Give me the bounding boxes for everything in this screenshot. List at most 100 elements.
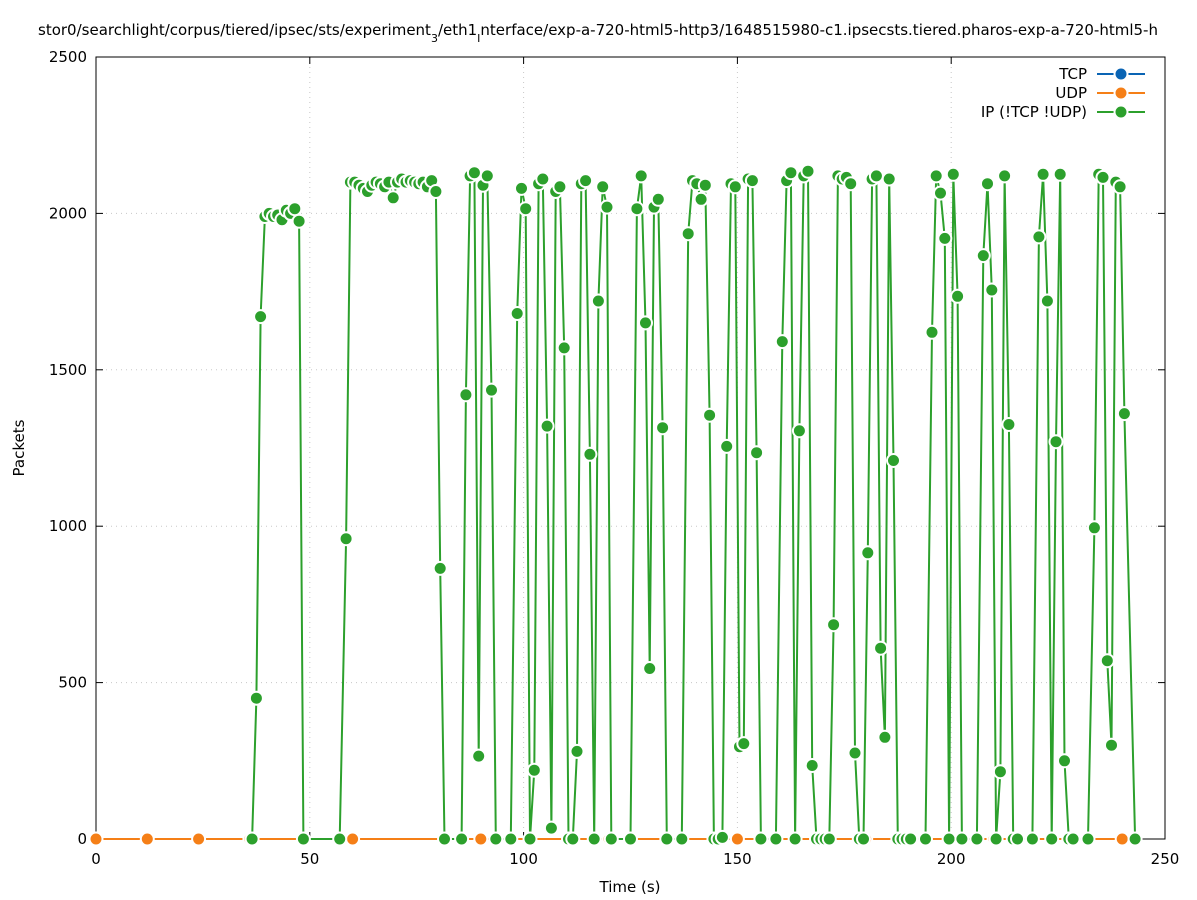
series-line — [251, 168, 1137, 840]
data-point — [633, 168, 649, 184]
data-point — [774, 334, 790, 350]
data-point — [727, 179, 743, 195]
data-point — [88, 831, 104, 847]
title-part: /eth1 — [438, 21, 477, 39]
data-point — [1127, 831, 1143, 847]
data-point — [552, 179, 568, 195]
data-point — [535, 171, 551, 187]
data-point — [702, 407, 718, 423]
data-point — [749, 445, 765, 461]
data-point — [736, 736, 752, 752]
data-point — [941, 831, 957, 847]
data-point — [599, 199, 615, 215]
data-point — [586, 831, 602, 847]
data-point — [659, 831, 675, 847]
data-point — [753, 831, 769, 847]
data-point — [488, 831, 504, 847]
data-point — [918, 831, 933, 847]
data-point — [1057, 753, 1072, 769]
data-point — [697, 177, 713, 193]
data-point — [860, 545, 876, 561]
data-point — [924, 324, 940, 340]
legend-swatch-marker — [1113, 85, 1129, 101]
data-point — [437, 831, 452, 847]
data-point — [768, 831, 784, 847]
data-point — [248, 690, 264, 706]
data-point — [969, 831, 985, 847]
data-point — [629, 201, 645, 217]
data-point — [503, 831, 519, 847]
data-point — [578, 173, 594, 189]
data-point — [1048, 434, 1064, 450]
data-point — [873, 640, 889, 656]
data-point — [385, 190, 401, 206]
data-point — [191, 831, 207, 847]
data-point — [1065, 831, 1081, 847]
data-point — [526, 762, 542, 778]
data-point — [539, 418, 555, 434]
data-point — [877, 729, 893, 745]
data-point — [1044, 831, 1060, 847]
data-point — [881, 171, 897, 187]
title-part: nterface/exp-a-720-html5-http3/164851598… — [480, 21, 1158, 39]
title-part: I — [477, 32, 480, 45]
data-point — [509, 306, 525, 321]
data-point — [680, 226, 696, 242]
data-point — [1112, 179, 1128, 195]
data-point — [729, 831, 745, 847]
data-point — [1104, 737, 1119, 753]
data-point — [933, 185, 948, 201]
data-point — [428, 184, 444, 199]
data-point — [1114, 831, 1130, 847]
title-part: 3 — [431, 32, 438, 45]
x-axis-title: Time (s) — [599, 878, 661, 896]
chart-title: stor0/searchlight/corpus/tiered/ipsec/st… — [38, 21, 1158, 45]
x-tick-label: 0 — [91, 850, 101, 868]
data-point — [514, 180, 529, 196]
data-point — [244, 831, 260, 847]
data-point — [800, 163, 816, 179]
data-point — [1031, 229, 1047, 245]
y-axis-title: Packets — [10, 419, 28, 476]
y-tick-label: 1000 — [49, 517, 87, 535]
data-point — [1086, 520, 1102, 536]
data-point — [937, 230, 953, 246]
data-point — [787, 831, 803, 847]
data-point — [473, 831, 489, 847]
title-part: stor0/searchlight/corpus/tiered/ipsec/st… — [38, 21, 431, 39]
legend-swatch-marker — [1113, 104, 1129, 120]
data-point — [826, 617, 842, 633]
data-point — [928, 168, 944, 184]
y-tick-label: 1500 — [49, 361, 87, 379]
y-tick-label: 2000 — [49, 204, 87, 222]
data-point — [650, 191, 666, 207]
data-point — [565, 831, 581, 847]
x-tick-label: 200 — [937, 850, 966, 868]
data-point — [466, 165, 482, 181]
data-point — [843, 176, 859, 192]
data-point — [984, 282, 1000, 298]
data-point — [458, 387, 474, 403]
data-point — [556, 340, 572, 356]
data-point — [454, 831, 470, 847]
data-point — [1039, 293, 1055, 309]
data-point — [345, 831, 361, 847]
legend-label: IP (!TCP !UDP) — [981, 103, 1087, 121]
data-point — [714, 829, 730, 845]
data-point — [693, 191, 709, 207]
data-point — [992, 764, 1008, 780]
x-tick-label: 150 — [723, 850, 752, 868]
data-point — [945, 166, 961, 182]
data-point — [655, 420, 671, 436]
data-point — [868, 168, 884, 184]
data-point — [522, 831, 538, 847]
data-point — [954, 831, 970, 847]
y-tick-label: 500 — [58, 674, 87, 692]
data-point — [603, 831, 619, 847]
data-point — [1001, 417, 1017, 432]
data-point — [988, 831, 1004, 847]
series-2 — [244, 163, 1143, 847]
data-point — [950, 288, 966, 304]
